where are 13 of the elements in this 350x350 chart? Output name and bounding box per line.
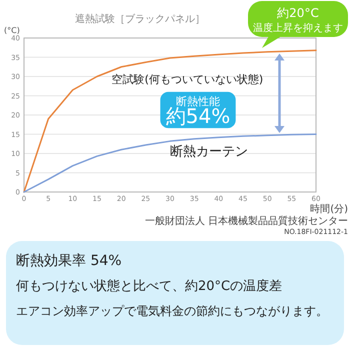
chart-title: 遮熱試験［ブラックパネル］ — [75, 13, 205, 25]
text: 約20°C — [277, 6, 319, 20]
text: 温度上昇を抑えます — [253, 22, 343, 34]
series-label: 空試験(何もついていない状態) — [112, 73, 264, 86]
text: 何もつけない状態と比べて、約20°Cの温度差 — [16, 278, 282, 294]
x-axis-title: 時間(分) — [310, 203, 348, 215]
text: エアコン効率アップで電気料金の節約にもつながります。 — [16, 304, 328, 318]
y-axis-title: (°C) — [4, 26, 20, 35]
line-series — [23, 134, 317, 193]
line-series — [23, 50, 317, 193]
series-label: 断熱カーテン — [170, 144, 248, 160]
text: 一般財団法人 日本機械製品品質技術センター — [144, 215, 348, 227]
text: 断熱効果率 54% — [16, 253, 122, 269]
